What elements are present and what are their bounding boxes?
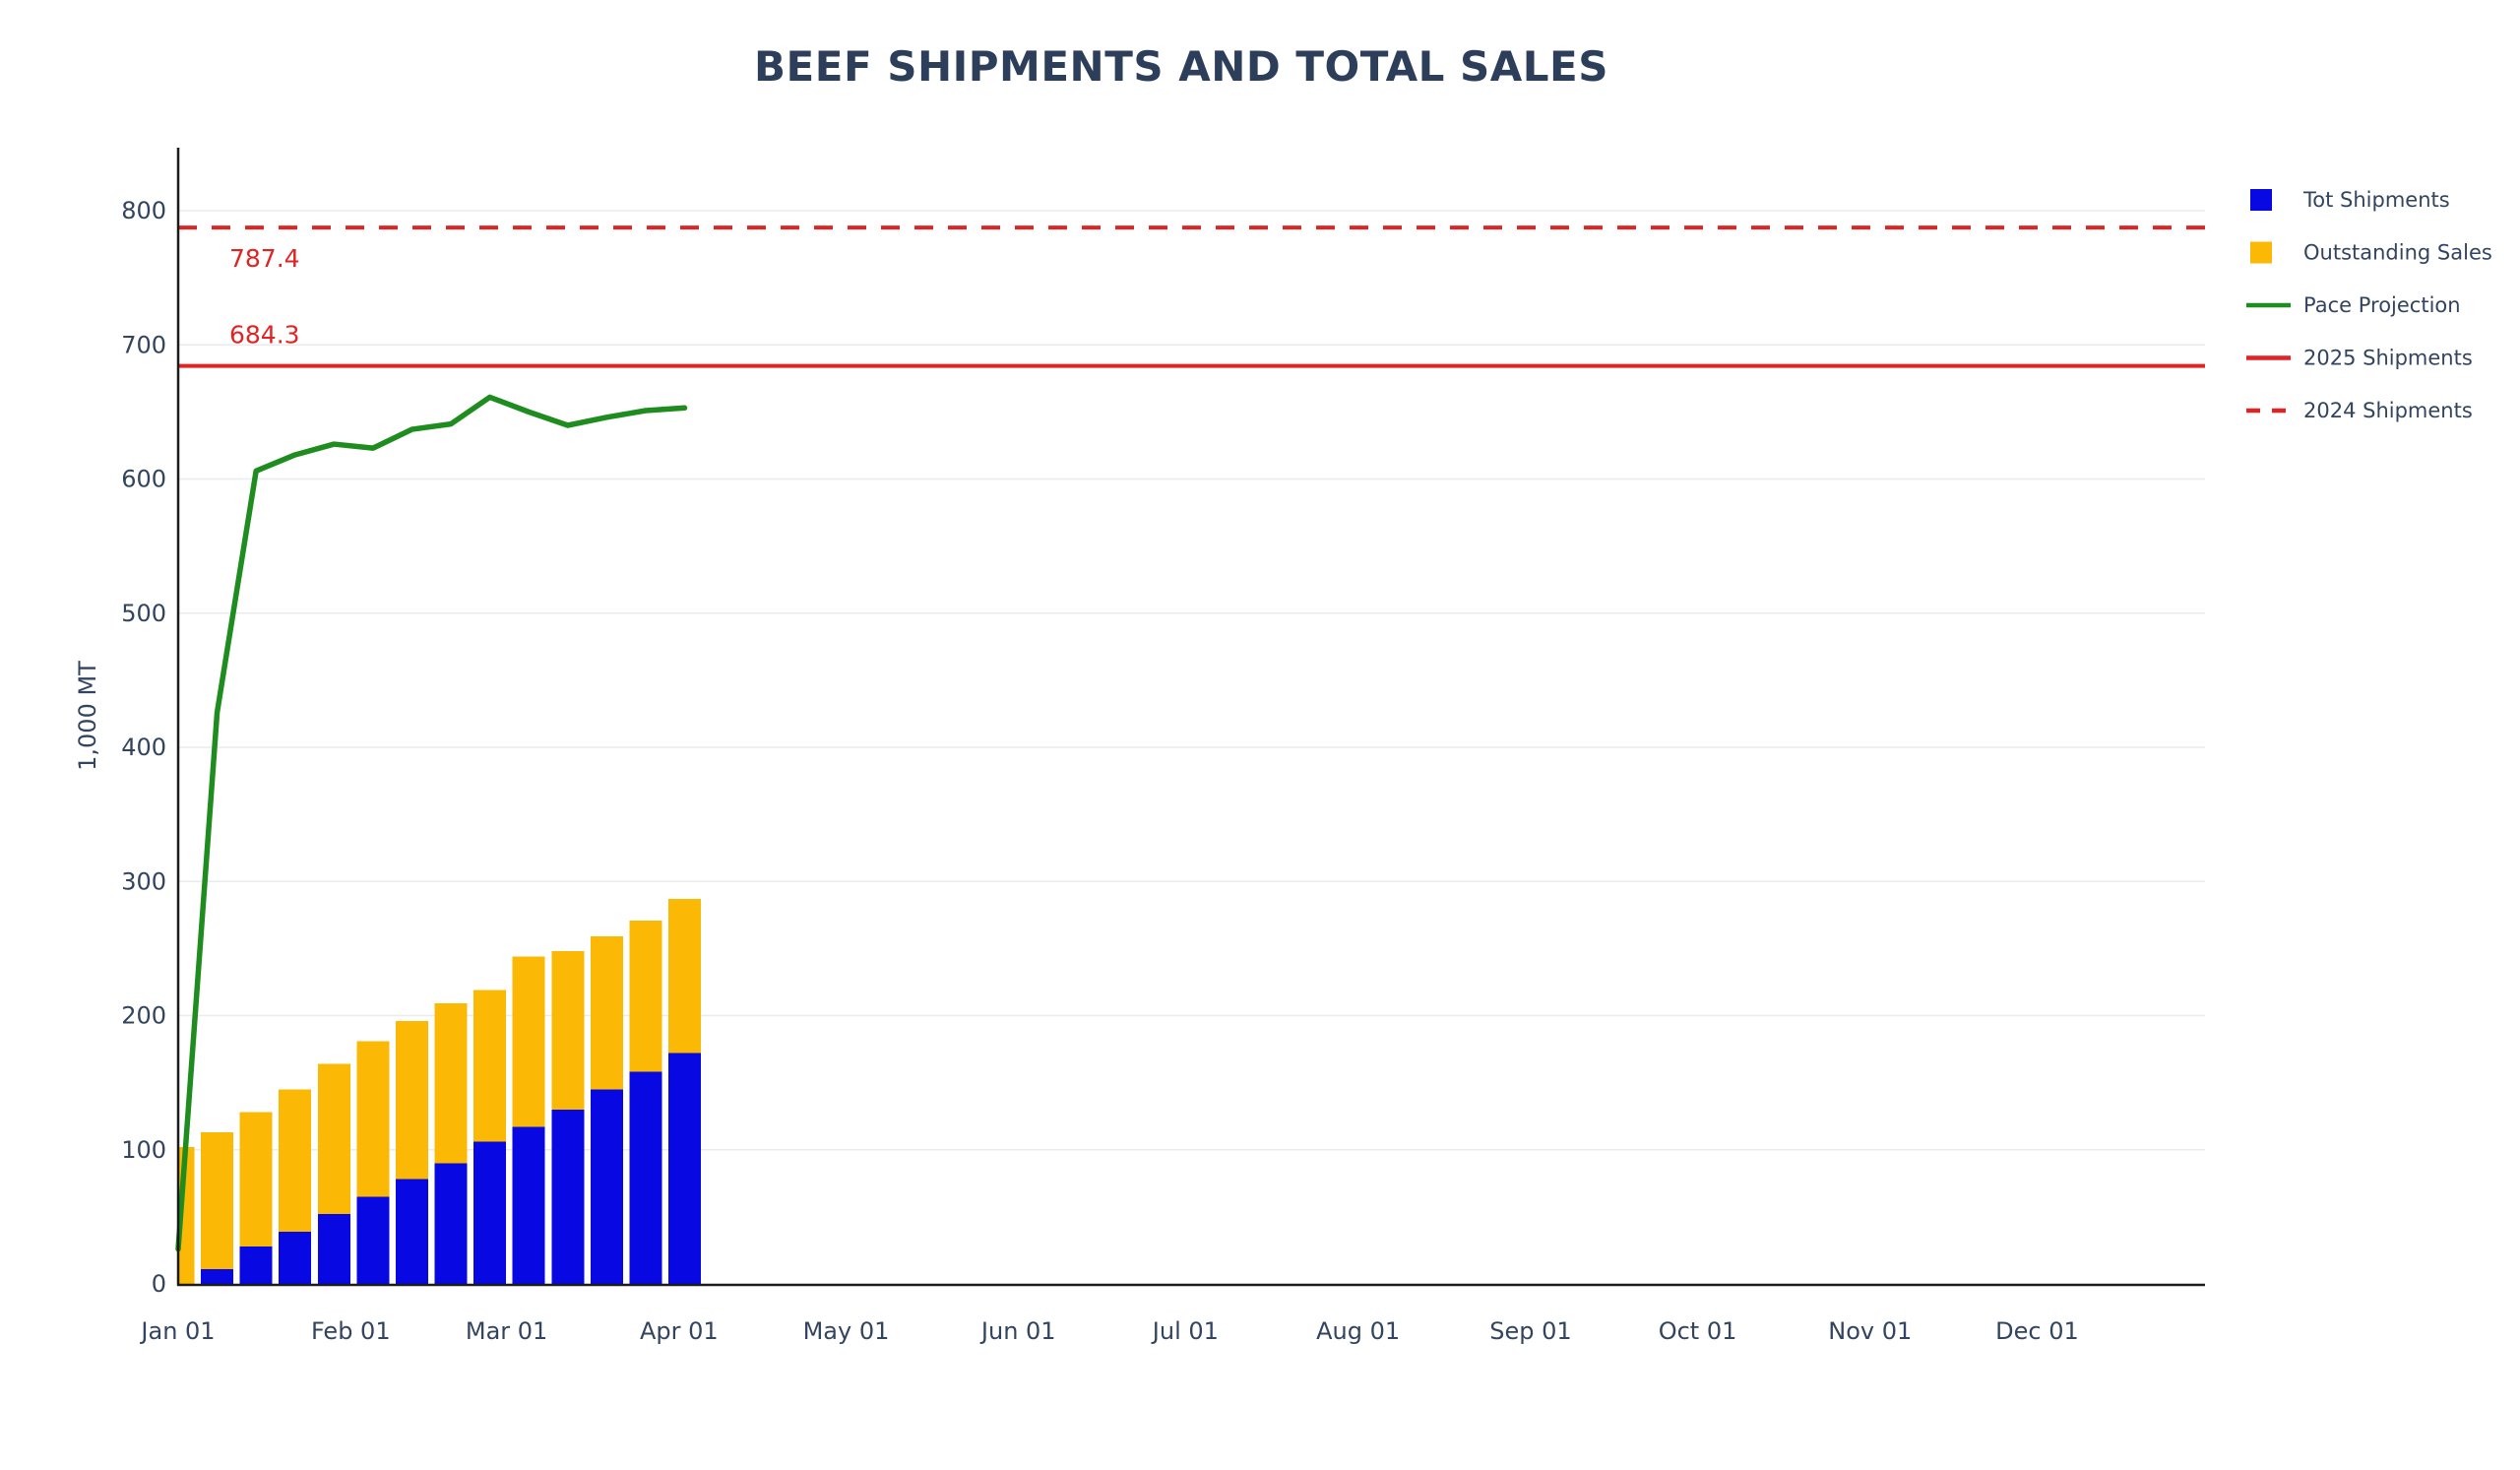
legend-item-label: 2025 Shipments <box>2303 347 2473 370</box>
bar-tot-shipments <box>512 1126 545 1284</box>
y-tick-label: 400 <box>121 734 166 761</box>
y-tick-label: 0 <box>152 1270 166 1298</box>
x-tick-label: Nov 01 <box>1828 1317 1912 1345</box>
legend-item-label: Outstanding Sales <box>2303 241 2492 265</box>
x-tick-label: Apr 01 <box>640 1317 719 1345</box>
legend-item-label: 2024 Shipments <box>2303 399 2473 422</box>
ref-line-value-label: 787.4 <box>229 244 300 273</box>
bar-tot-shipments <box>668 1053 702 1284</box>
x-tick-label: Oct 01 <box>1659 1317 1737 1345</box>
bar-tot-shipments <box>551 1109 585 1284</box>
x-tick-label: Jun 01 <box>979 1317 1056 1345</box>
bar-outstanding-sales <box>590 936 623 1090</box>
bar-tot-shipments <box>473 1141 507 1284</box>
legend-item: Outstanding Sales <box>2250 241 2492 265</box>
bars-group <box>178 898 702 1284</box>
x-tick-label: Mar 01 <box>466 1317 547 1345</box>
x-tick-labels: Jan 01 Feb 01 Mar 01 Apr 01 May 01 Jun 01 Jul … <box>139 1317 2078 1345</box>
bar-outstanding-sales <box>551 951 585 1110</box>
y-tick-label: 200 <box>121 1002 166 1030</box>
bar-tot-shipments <box>629 1071 662 1284</box>
y-tick-label: 600 <box>121 466 166 493</box>
bar-outstanding-sales <box>629 920 662 1072</box>
bar-tot-shipments <box>590 1089 623 1284</box>
legend-item-label: Pace Projection <box>2303 293 2461 317</box>
bar-outstanding-sales <box>239 1112 273 1246</box>
y-tick-label: 300 <box>121 867 166 895</box>
y-tick-labels: 0 100 200 300 400 500 600 700 800 <box>121 197 166 1298</box>
pace-projection-line <box>175 394 688 1252</box>
x-tick-label: Jul 01 <box>1151 1317 1219 1345</box>
bar-outstanding-sales <box>279 1089 312 1232</box>
y-tick-label: 500 <box>121 600 166 627</box>
bar-tot-shipments <box>239 1246 273 1284</box>
bar-outstanding-sales <box>317 1063 350 1215</box>
bar-outstanding-sales <box>434 1003 468 1164</box>
bar-outstanding-sales <box>201 1132 234 1270</box>
bar-outstanding-sales <box>395 1020 428 1180</box>
x-tick-label: Feb 01 <box>311 1317 391 1345</box>
legend-swatch-square <box>2250 189 2272 211</box>
x-tick-label: Dec 01 <box>1995 1317 2079 1345</box>
x-tick-label: Sep 01 <box>1489 1317 1571 1345</box>
legend-swatch-square <box>2250 241 2272 264</box>
legend: Tot Shipments Outstanding Sales Pace Proje… <box>2246 188 2492 422</box>
x-tick-label: Jan 01 <box>139 1317 215 1345</box>
x-tick-label: May 01 <box>803 1317 890 1345</box>
y-tick-label: 800 <box>121 197 166 224</box>
bar-tot-shipments <box>317 1214 350 1284</box>
bar-outstanding-sales <box>473 990 507 1142</box>
y-tick-label: 100 <box>121 1136 166 1164</box>
legend-item: Pace Projection <box>2246 293 2461 317</box>
bar-tot-shipments <box>395 1179 428 1284</box>
bar-tot-shipments <box>356 1196 390 1284</box>
bar-tot-shipments <box>434 1163 468 1284</box>
legend-item: 2024 Shipments <box>2246 399 2473 422</box>
legend-item-label: Tot Shipments <box>2302 188 2450 212</box>
ref-line-value-label: 684.3 <box>229 321 300 350</box>
chart-title: BEEF SHIPMENTS AND TOTAL SALES <box>754 42 1608 91</box>
bar-outstanding-sales <box>512 956 545 1127</box>
bar-outstanding-sales <box>356 1041 390 1197</box>
legend-item: Tot Shipments <box>2250 188 2450 212</box>
legend-item: 2025 Shipments <box>2246 347 2473 370</box>
bar-outstanding-sales <box>668 898 702 1054</box>
y-tick-label: 700 <box>121 331 166 358</box>
x-tick-label: Aug 01 <box>1316 1317 1400 1345</box>
y-axis-title: 1,000 MT <box>74 661 101 771</box>
bar-tot-shipments <box>279 1231 312 1284</box>
bar-tot-shipments <box>201 1269 234 1284</box>
